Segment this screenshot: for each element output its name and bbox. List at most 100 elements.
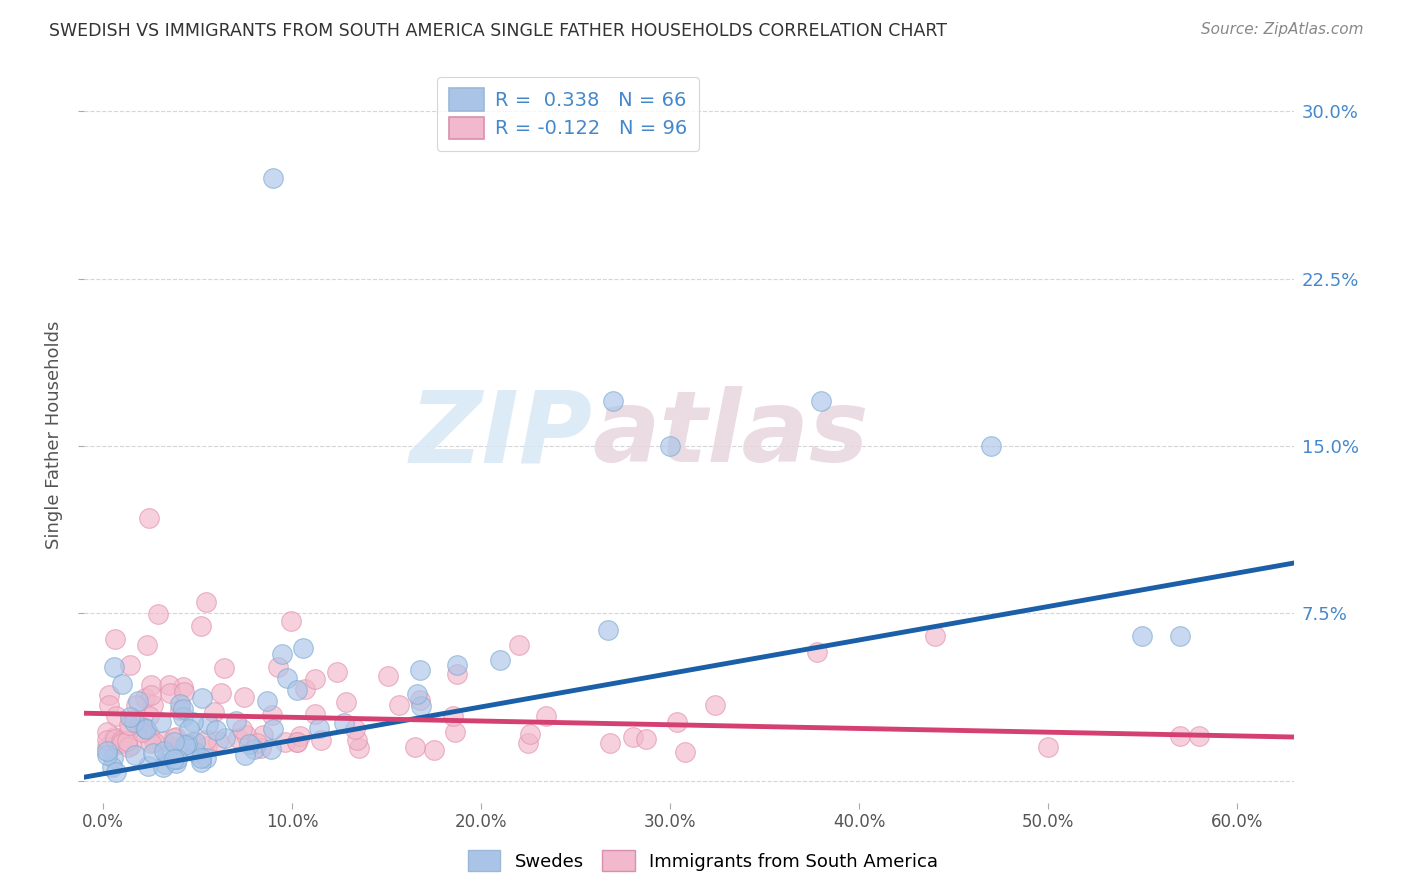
Point [96,739,118,754]
Point [276,671,298,685]
Point [101,751,124,765]
Point [1168,729,1191,743]
Point [157,677,180,691]
Point [441,709,464,723]
Point [197,717,219,731]
Point [128,718,150,732]
Point [153,744,176,758]
Point [304,707,326,722]
Point [285,734,308,748]
Point [165,756,187,770]
Point [274,735,297,749]
Point [152,760,174,774]
Point [184,735,207,749]
Text: SWEDISH VS IMMIGRANTS FROM SOUTH AMERICA SINGLE FATHER HOUSEHOLDS CORRELATION CH: SWEDISH VS IMMIGRANTS FROM SOUTH AMERICA… [49,22,948,40]
Point [194,733,217,747]
Point [1132,628,1154,642]
Text: atlas: atlas [592,386,869,483]
Point [139,677,162,691]
Point [118,710,141,724]
Point [125,698,148,713]
Point [214,661,236,675]
Point [446,667,468,681]
Point [163,752,186,766]
Point [120,738,142,752]
Point [621,730,644,744]
Point [190,691,212,706]
Point [136,638,159,652]
Point [235,728,257,742]
Legend: R =  0.338   N = 66, R = -0.122   N = 96: R = 0.338 N = 66, R = -0.122 N = 96 [437,77,699,151]
Point [346,732,368,747]
Point [308,721,330,735]
Point [167,739,190,754]
Point [806,645,828,659]
Point [343,722,366,736]
Point [176,737,198,751]
Point [124,747,146,762]
Point [924,628,946,642]
Point [131,724,153,739]
Point [404,739,426,754]
Point [181,715,204,730]
Point [405,687,427,701]
Point [194,595,217,609]
Point [190,619,212,633]
Point [142,698,165,712]
Point [103,730,125,744]
Point [134,691,156,706]
Point [184,745,207,759]
Point [665,714,688,729]
Point [173,684,195,698]
Point [446,657,468,672]
Point [309,732,332,747]
Point [104,632,127,646]
Point [118,718,141,732]
Point [411,699,433,714]
Point [250,740,273,755]
Point [262,722,284,736]
Point [141,688,163,702]
Point [207,733,229,747]
Point [173,739,195,753]
Point [1168,628,1191,642]
Point [110,734,132,748]
Point [148,607,170,621]
Point [96,744,118,758]
Point [172,709,194,723]
Point [602,394,624,409]
Point [238,737,260,751]
Point [285,683,308,698]
Point [172,680,194,694]
Point [166,752,188,766]
Point [163,735,186,749]
Point [304,672,326,686]
Point [280,614,302,628]
Point [335,695,357,709]
Point [333,716,356,731]
Point [534,709,557,723]
Point [96,725,118,739]
Point [142,746,165,760]
Legend: Swedes, Immigrants from South America: Swedes, Immigrants from South America [461,843,945,879]
Point [117,740,139,755]
Point [673,745,696,759]
Point [117,724,139,739]
Point [180,735,202,749]
Point [228,731,250,745]
Point [267,660,290,674]
Point [104,732,127,747]
Point [105,764,128,779]
Point [246,736,269,750]
Point [290,729,312,743]
Point [190,751,212,765]
Point [194,750,217,764]
Point [135,723,157,737]
Point [152,733,174,747]
Point [1188,729,1211,743]
Point [214,731,236,746]
Point [98,688,121,702]
Point [225,714,247,728]
Point [209,686,232,700]
Point [599,736,621,750]
